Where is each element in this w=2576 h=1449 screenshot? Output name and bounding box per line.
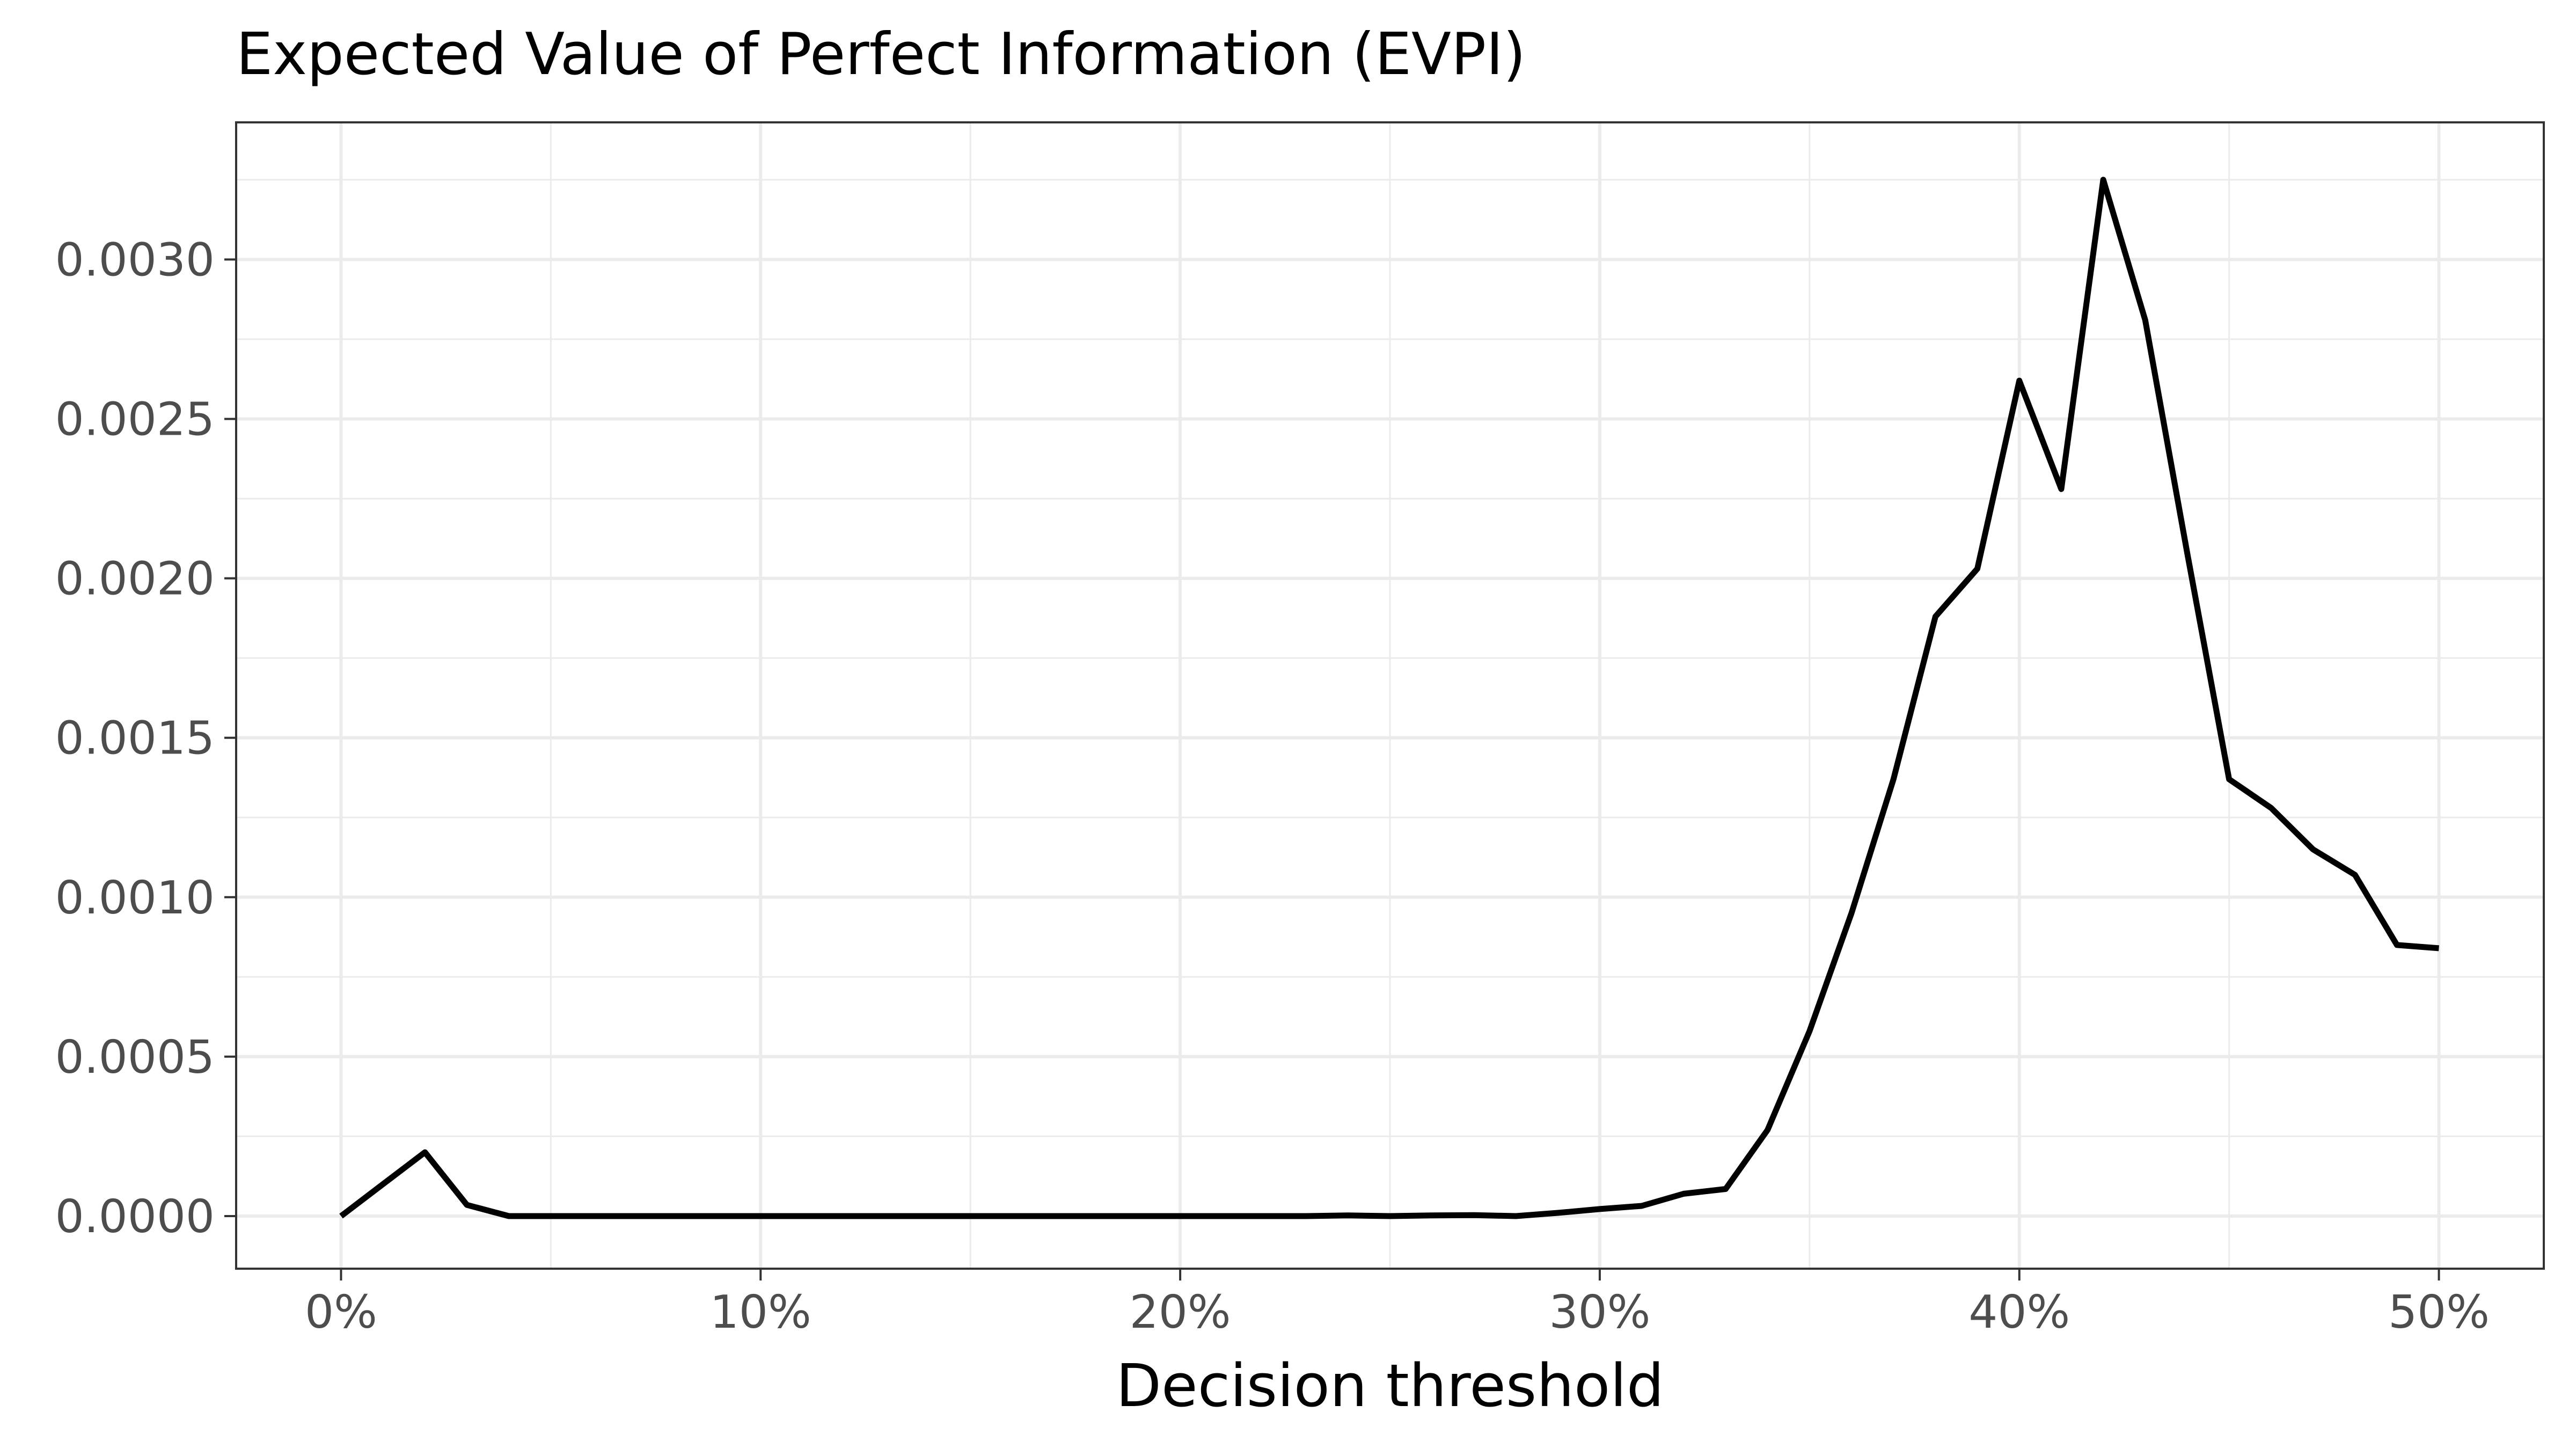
x-tick-label-3: 30% [1549,1286,1650,1339]
minor-gridlines [236,122,2544,1269]
tick-labels: 0% 10% 20% 30% 40% 50% 0.0000 0.0005 0.0010 0.001… [55,233,2490,1339]
panel-border [235,121,2545,1270]
y-tick-label-4: 0.0020 [55,553,215,606]
y-tick-label-1: 0.0005 [55,1031,215,1084]
y-tick-label-0: 0.0000 [55,1190,215,1243]
x-axis-title: Decision threshold [1116,1351,1664,1420]
y-tick-label-5: 0.0025 [55,393,215,447]
series-layer [339,177,2439,1219]
evpi-line [339,177,2439,1219]
x-tick-label-2: 20% [1130,1286,1231,1339]
chart-title: Expected Value of Perfect Information (E… [236,21,1526,88]
y-tick-label-6: 0.0030 [55,233,215,287]
y-tick-label-3: 0.0015 [55,712,215,765]
y-tick-label-2: 0.0010 [55,872,215,925]
x-tick-label-4: 40% [1968,1286,2070,1339]
x-tick-label-1: 10% [710,1286,811,1339]
axis-ticks [224,258,2440,1280]
x-tick-label-5: 50% [2388,1286,2490,1339]
x-tick-label-0: 0% [305,1286,377,1339]
